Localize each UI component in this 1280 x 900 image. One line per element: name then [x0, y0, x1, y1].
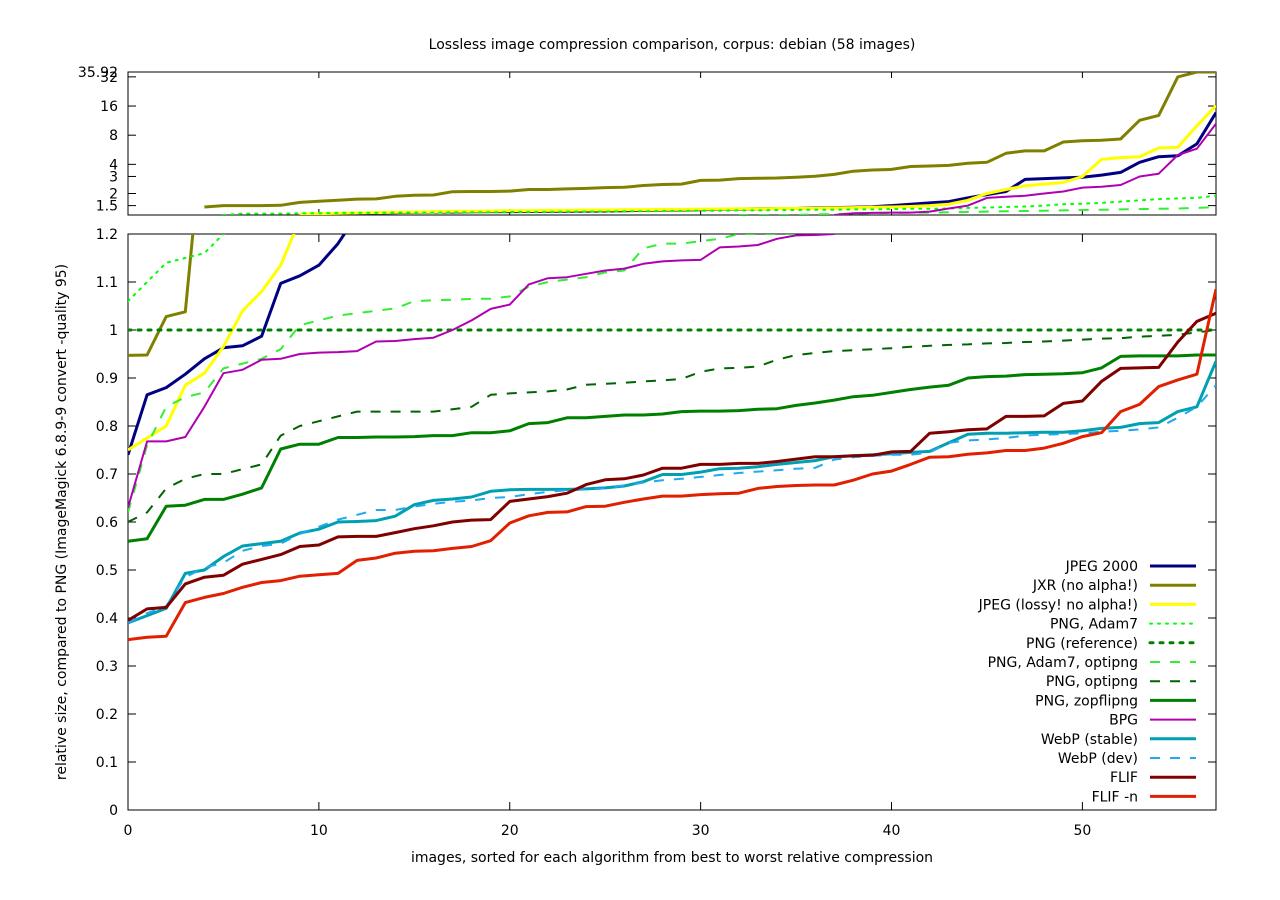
legend-label: PNG (reference) — [1026, 636, 1138, 652]
y-tick-label: 0.4 — [96, 611, 118, 627]
series-line-2 — [128, 234, 296, 452]
series-line-upper-0 — [357, 111, 1216, 215]
series-line-upper-3 — [222, 194, 1216, 215]
x-tick-label: 30 — [692, 823, 710, 839]
y-tick-label: 0.5 — [96, 563, 118, 579]
y-tick-label: 0.1 — [96, 755, 118, 771]
y-tick-label: 16 — [100, 99, 118, 115]
y-tick-label: 2 — [109, 187, 118, 203]
series-line-5 — [128, 234, 799, 513]
legend-label: FLIF — [1110, 770, 1138, 786]
y-tick-label: 0 — [109, 803, 118, 819]
y-tick-label: 0.9 — [96, 371, 118, 387]
legend-label: BPG — [1109, 713, 1138, 729]
y-tick-label: 0.2 — [96, 707, 118, 723]
series-line-9 — [128, 360, 1216, 625]
x-tick-label: 50 — [1073, 823, 1091, 839]
series-line-10 — [128, 384, 1216, 624]
legend-label: PNG, Adam7 — [1050, 617, 1138, 633]
x-tick-label: 0 — [124, 823, 133, 839]
y-tick-label: 0.8 — [96, 419, 118, 435]
x-tick-label: 40 — [883, 823, 901, 839]
y-tick-label: 32 — [100, 70, 118, 86]
upper-panel-frame — [127, 71, 1217, 216]
legend-label: JXR (no alpha!) — [1032, 578, 1138, 594]
legend-label: JPEG (lossy! no alpha!) — [978, 597, 1138, 613]
legend-label: WebP (stable) — [1041, 732, 1138, 748]
chart-title: Lossless image compression comparison, c… — [429, 37, 916, 53]
series-line-12 — [128, 288, 1216, 642]
series-line-upper-2 — [299, 104, 1216, 215]
x-tick-label: 20 — [501, 823, 519, 839]
y-tick-label: 0.7 — [96, 467, 118, 483]
series-line-0 — [128, 234, 347, 456]
x-axis-title: images, sorted for each algorithm from b… — [411, 850, 933, 866]
legend-label: FLIF -n — [1092, 789, 1138, 805]
y-tick-label: 1.1 — [96, 275, 118, 291]
axes: 0 10 20 30 40 50 0 0.1 0.2 0.3 0.4 0.5 0.6 0.7 0.8 0.9 1… — [78, 65, 1217, 839]
y-tick-label: 1.5 — [96, 199, 118, 215]
legend-label: WebP (dev) — [1058, 751, 1138, 767]
legend-label: JPEG 2000 — [1065, 559, 1138, 575]
legend: JPEG 2000 JXR (no alpha!) JPEG (lossy! no … — [978, 559, 1198, 805]
y-tick-label: 3 — [109, 169, 118, 185]
y-axis-title: relative size, compared to PNG (ImageMag… — [54, 264, 70, 780]
legend-label: PNG, zopflipng — [1035, 693, 1138, 709]
series-line-8 — [128, 234, 836, 508]
y-tick-label: 35.92 — [78, 65, 118, 81]
series-line-11 — [128, 311, 1216, 622]
series-line-7 — [128, 353, 1216, 543]
y-tick-label: 1.2 — [96, 227, 118, 243]
legend-label: PNG, optipng — [1046, 674, 1138, 690]
series-line-6 — [128, 329, 1216, 523]
x-tick-label: 10 — [310, 823, 328, 839]
series-line-upper-1 — [204, 72, 1216, 209]
legend-label: PNG, Adam7, optipng — [988, 655, 1138, 671]
series-line-upper-8 — [834, 123, 1216, 215]
y-tick-label: 4 — [109, 157, 118, 173]
y-tick-label: 8 — [109, 128, 118, 144]
lower-panel-frame — [127, 233, 1217, 811]
y-tick-label: 0.3 — [96, 659, 118, 675]
y-tick-label: 1 — [109, 323, 118, 339]
series-upper-panel — [204, 72, 1216, 215]
y-tick-label: 0.6 — [96, 515, 118, 531]
series-lower-panel — [128, 234, 1216, 642]
